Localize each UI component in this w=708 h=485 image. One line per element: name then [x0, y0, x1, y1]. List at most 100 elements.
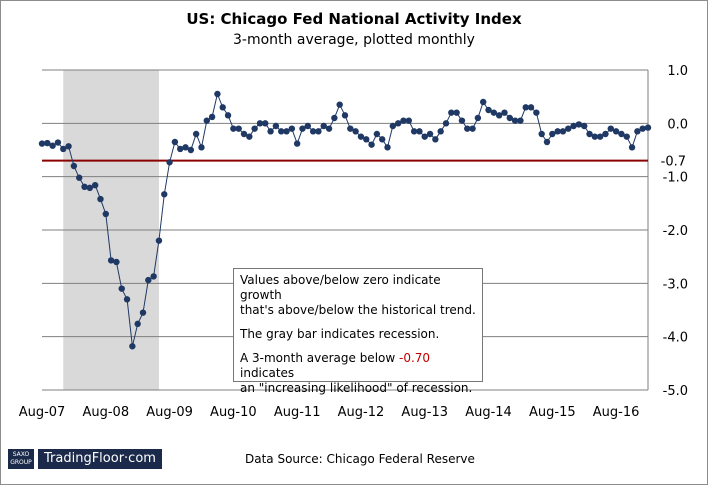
x-tick-label: Aug-07 — [19, 405, 66, 420]
data-point — [251, 125, 258, 132]
data-point — [405, 117, 412, 124]
data-point — [107, 257, 115, 264]
data-point — [368, 141, 375, 148]
data-point — [495, 112, 503, 119]
data-point — [347, 125, 354, 132]
data-point — [432, 136, 439, 143]
data-point — [634, 128, 641, 135]
data-point — [38, 140, 46, 147]
data-point — [618, 130, 625, 138]
data-point — [150, 273, 157, 280]
data-point — [325, 125, 333, 132]
data-point — [192, 130, 200, 138]
data-point — [575, 121, 583, 128]
x-tick-label: Aug-12 — [338, 405, 385, 420]
data-point — [118, 285, 125, 292]
data-point — [612, 128, 620, 135]
data-point — [267, 128, 274, 135]
data-point — [485, 106, 492, 114]
saxo-logo: SAXO GROUP — [8, 449, 34, 469]
data-point — [581, 122, 588, 130]
data-point — [70, 162, 78, 170]
data-point — [389, 122, 397, 130]
data-point — [235, 125, 242, 132]
data-point — [474, 114, 482, 122]
annotation-line: A 3-month average below -0.70 indicates — [240, 351, 476, 381]
data-point — [81, 183, 88, 190]
data-point — [448, 109, 455, 116]
tradingfloor-logo: SAXO GROUP TradingFloor·com — [8, 449, 162, 469]
saxo-logo-bottom: GROUP — [10, 459, 32, 466]
data-point — [623, 133, 630, 140]
data-point — [464, 125, 471, 132]
annotation-line: an "increasing likelihood" of recession. — [240, 381, 473, 395]
data-point — [91, 182, 99, 189]
data-point — [469, 125, 476, 132]
saxo-logo-top: SAXO — [12, 451, 30, 458]
annotation-line: Values above/below zero indicate growth — [240, 273, 441, 302]
x-tick-label: Aug-14 — [465, 405, 512, 420]
data-point — [543, 138, 551, 146]
data-point — [416, 128, 423, 135]
data-point — [155, 237, 163, 244]
data-point — [490, 109, 498, 116]
data-point — [331, 114, 338, 122]
x-tick-label: Aug-15 — [529, 405, 576, 420]
data-point — [139, 309, 147, 316]
data-point — [60, 145, 67, 153]
data-point — [44, 139, 51, 147]
data-point — [596, 133, 604, 140]
data-point — [522, 104, 529, 111]
data-point — [501, 109, 508, 116]
data-point — [166, 159, 173, 166]
data-point — [533, 109, 540, 116]
data-point — [591, 133, 599, 140]
data-point — [363, 136, 370, 143]
data-point — [517, 117, 524, 124]
data-point — [602, 130, 609, 138]
data-point — [129, 343, 136, 350]
data-point — [240, 130, 248, 138]
data-point — [394, 120, 402, 127]
data-point — [278, 128, 285, 135]
data-point — [527, 104, 535, 111]
data-point — [123, 296, 131, 303]
data-point — [182, 144, 189, 151]
data-point — [341, 112, 349, 119]
data-point — [437, 128, 444, 135]
annotation-text: A 3-month average below — [240, 351, 399, 365]
data-point — [373, 130, 381, 138]
data-point — [554, 128, 561, 135]
data-point — [97, 195, 104, 203]
data-point — [177, 145, 184, 153]
annotation-line: The gray bar indicates recession. — [240, 327, 440, 341]
data-point — [586, 130, 593, 138]
chart-subtitle: 3-month average, plotted monthly — [233, 32, 475, 48]
data-point — [309, 128, 317, 135]
data-point — [219, 104, 226, 111]
data-point — [187, 146, 195, 154]
y-tick-label: -4.0 — [663, 331, 688, 346]
data-point — [288, 125, 296, 132]
data-point — [357, 133, 365, 140]
data-point — [304, 122, 311, 130]
data-point — [400, 117, 407, 124]
annotation-box: Values above/below zero indicate growth … — [233, 268, 483, 395]
data-point — [628, 144, 636, 151]
y-tick-label: -5.0 — [663, 384, 688, 399]
data-point — [320, 122, 327, 130]
data-point — [214, 90, 221, 98]
data-point — [453, 109, 460, 116]
data-point — [315, 128, 322, 135]
data-source: Data Source: Chicago Federal Reserve — [245, 452, 475, 466]
annotation-text: indicates — [240, 366, 295, 380]
data-point — [171, 138, 179, 146]
data-point — [134, 320, 141, 328]
data-point — [76, 174, 83, 181]
data-point — [203, 117, 210, 124]
data-point — [145, 276, 152, 284]
data-point — [639, 125, 646, 132]
data-point — [570, 122, 577, 130]
data-point — [506, 114, 513, 122]
